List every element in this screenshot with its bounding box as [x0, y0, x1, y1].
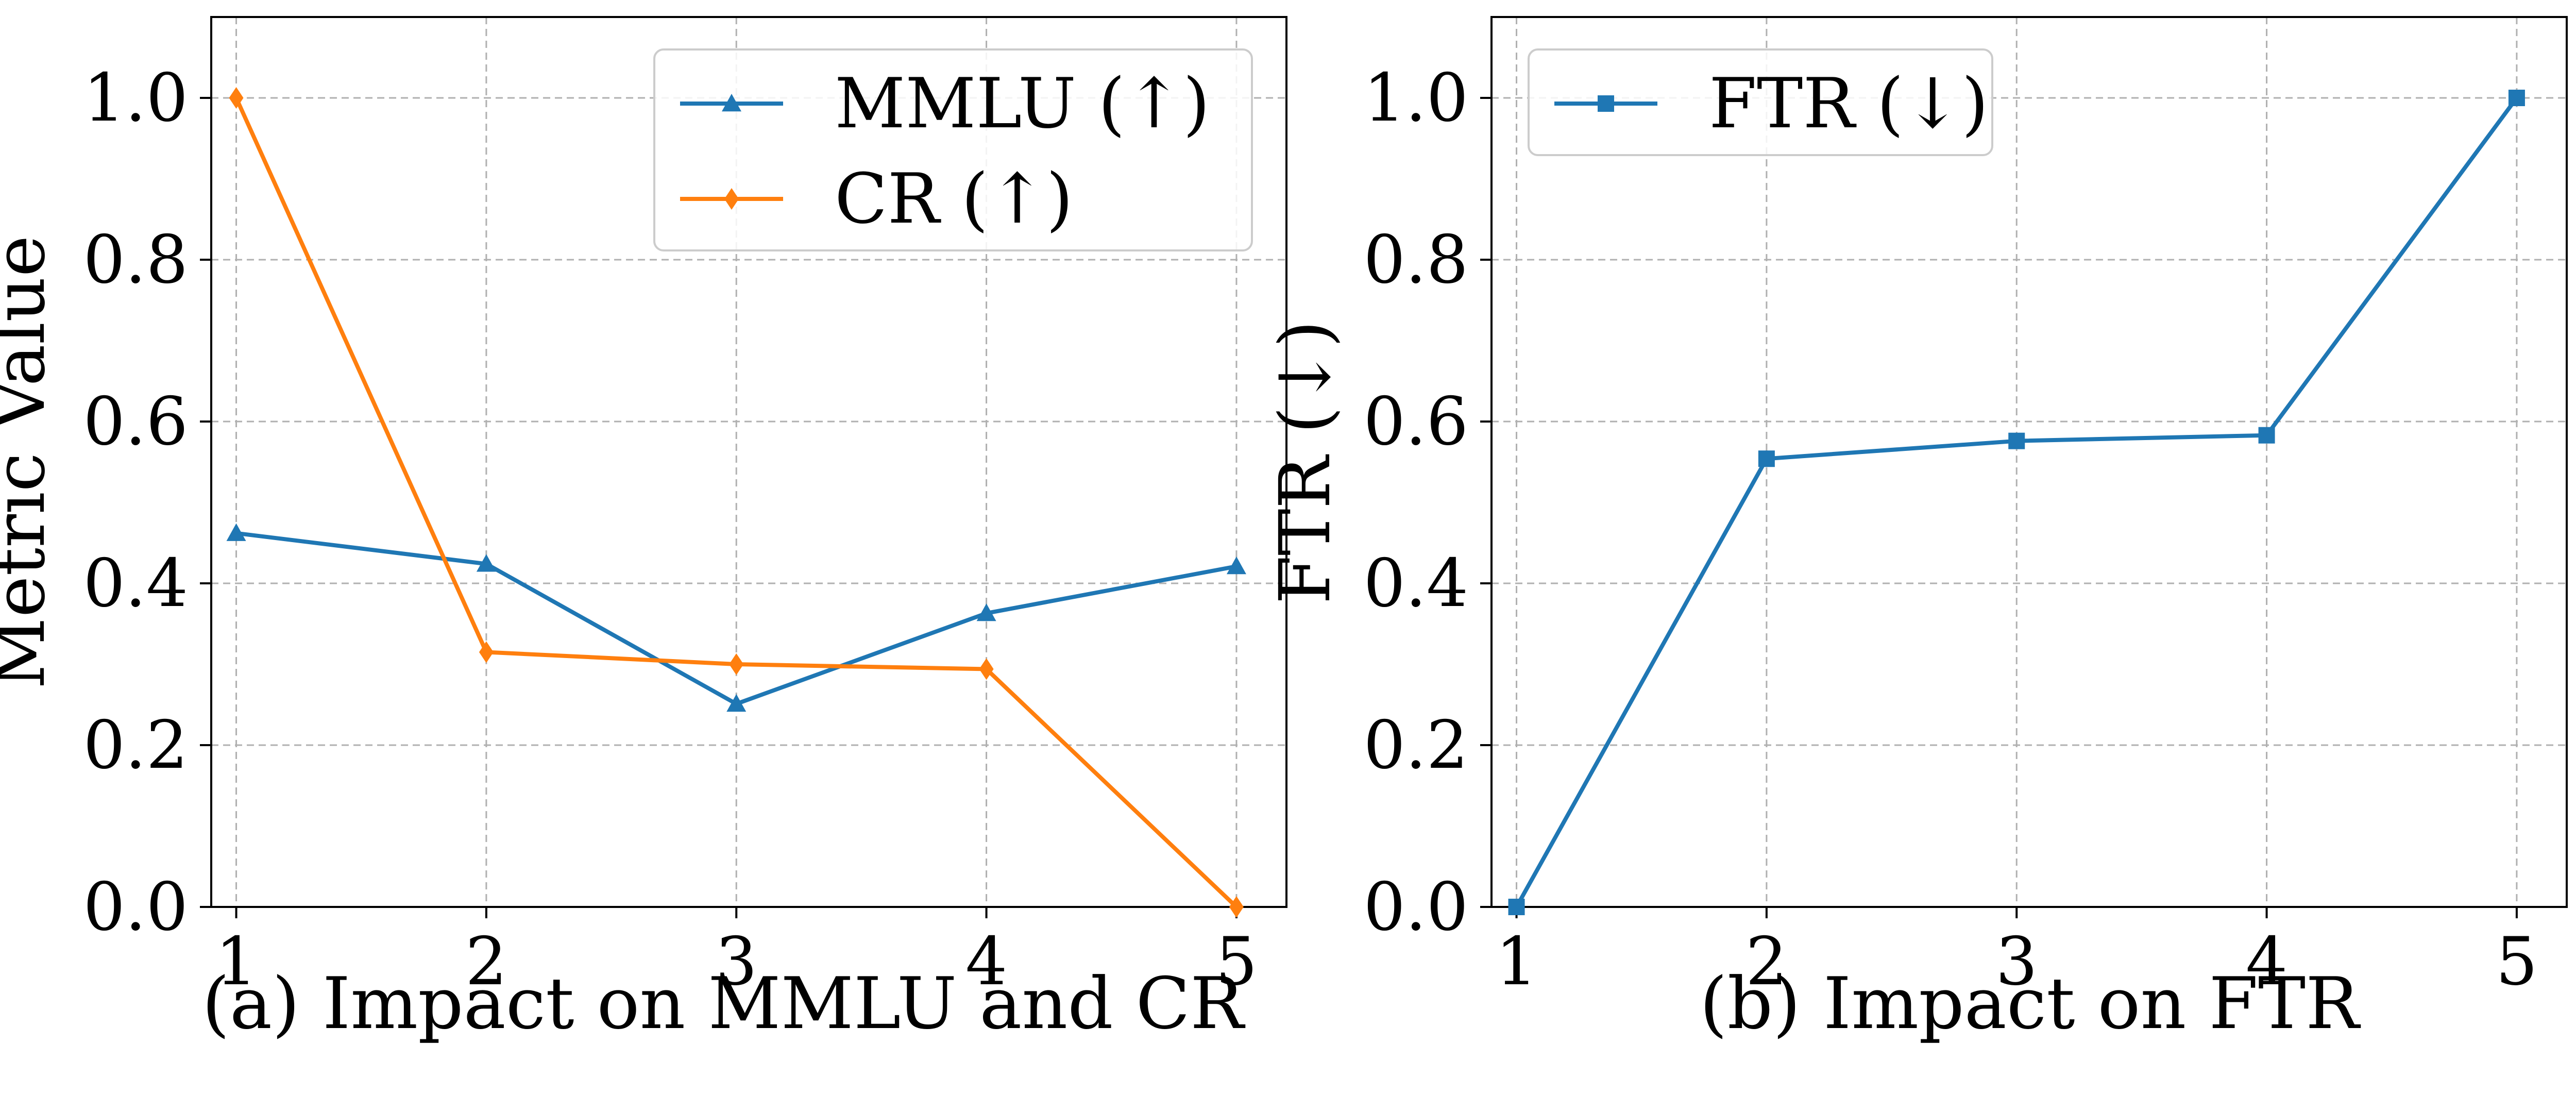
- y-tick-label: 0.2: [83, 707, 188, 784]
- chart-b-ftr: 0.0 0.2 0.4 0.6 0.8 1.0 1 2 3 4 5 FTR (↓) (b) Impact…: [1265, 16, 2568, 1045]
- y-tick-label: 1.0: [1363, 60, 1468, 137]
- x-tick-label: 3: [1996, 923, 2038, 1000]
- x-tick-label: 5: [1215, 923, 1257, 1000]
- legend-box: [653, 48, 1253, 251]
- data-point: [2508, 90, 2525, 106]
- data-point: [2008, 432, 2025, 449]
- x-tick-label: 1: [1496, 923, 1537, 1000]
- plot-frame: [1490, 16, 2568, 908]
- data-point: [1226, 557, 1246, 575]
- data-point: [2258, 427, 2275, 444]
- x-tick-label: 2: [1745, 923, 1787, 1000]
- data-point: [476, 554, 496, 572]
- series-line: [236, 531, 1237, 706]
- y-tick-label: 0.6: [83, 383, 188, 460]
- data-point: [1508, 899, 1525, 915]
- x-tick-label: 4: [965, 923, 1007, 1000]
- legend-label: MMLU (↑): [835, 63, 1210, 144]
- y-tick-label: 1.0: [83, 60, 188, 137]
- y-axis-label: Metric Value: [0, 235, 61, 689]
- data-point: [1229, 896, 1244, 918]
- y-tick-label: 0.8: [83, 222, 188, 298]
- data-point: [479, 641, 494, 663]
- chart-a-mmlu-cr: 0.0 0.2 0.4 0.6 0.8 1.0 1 2 3 4 5 Metric Value (a) I…: [0, 16, 1287, 1045]
- y-axis-label: FTR (↓): [1265, 321, 1346, 604]
- y-tick-label: 0.6: [1363, 383, 1468, 460]
- y-tick-label: 0.4: [83, 545, 188, 622]
- y-tick-label: 0.0: [83, 869, 188, 946]
- legend-label: FTR (↓): [1709, 63, 1989, 144]
- legend-box: [1528, 48, 1993, 156]
- legend: MMLU (↑) CR (↑): [653, 48, 1253, 251]
- plot-frame: [210, 16, 1287, 908]
- chart-caption: (b) Impact on FTR: [1700, 962, 2361, 1045]
- legend-marker: [1598, 95, 1614, 112]
- legend-marker: [722, 94, 741, 112]
- chart-caption: (a) Impact on MMLU and CR: [202, 962, 1246, 1045]
- legend-label: CR (↑): [835, 159, 1073, 239]
- data-point: [229, 87, 244, 109]
- y-tick-label: 0.4: [1363, 545, 1468, 622]
- y-tick-label: 0.8: [1363, 222, 1468, 298]
- y-tick-label: 0.2: [1363, 707, 1468, 784]
- data-point: [976, 603, 996, 621]
- data-point: [726, 694, 747, 712]
- x-tick-label: 3: [716, 923, 757, 1000]
- y-tick-label: 0.0: [1363, 869, 1468, 946]
- x-tick-label: 1: [215, 923, 257, 1000]
- data-point: [729, 653, 744, 675]
- x-tick-label: 2: [465, 923, 507, 1000]
- data-point: [979, 658, 994, 680]
- data-point: [1758, 450, 1775, 467]
- x-tick-label: 5: [2496, 923, 2537, 1000]
- legend-marker: [724, 188, 739, 210]
- legend: FTR (↓): [1528, 48, 1993, 156]
- data-point: [226, 523, 246, 541]
- x-tick-label: 4: [2246, 923, 2287, 1000]
